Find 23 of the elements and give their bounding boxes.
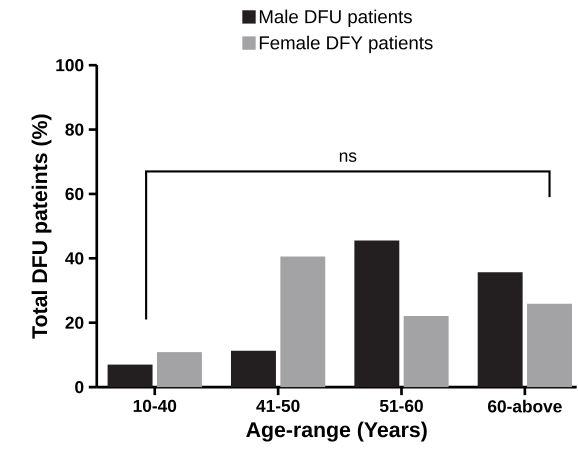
bar	[478, 272, 523, 388]
y-tick-label: 80	[65, 123, 84, 136]
bar	[354, 240, 400, 388]
bar	[404, 316, 449, 388]
legend-label: Male DFU patients	[260, 10, 412, 27]
y-tick-label: 60	[65, 188, 84, 200]
legend-label: Female DFY patients	[260, 36, 433, 54]
bar	[527, 304, 572, 388]
y-axis-title: Total DFU pateints (%)	[32, 114, 52, 339]
x-tick-label: 10-40	[134, 400, 176, 412]
bar	[280, 256, 326, 388]
x-tick-label: 51-60	[380, 400, 423, 412]
x-axis-title: Age-range (Years)	[246, 422, 427, 442]
bar	[156, 352, 202, 388]
bar	[230, 350, 276, 388]
annotation: ns	[340, 152, 356, 162]
y-tick-label: 100	[56, 59, 84, 72]
bar	[108, 364, 153, 388]
y-tick-label: 40	[65, 252, 84, 264]
x-tick-label: 60-above	[488, 400, 562, 413]
x-tick-label: 41-50	[256, 400, 300, 412]
y-tick-label: 20	[65, 316, 84, 329]
y-tick-label: 0	[75, 381, 84, 394]
